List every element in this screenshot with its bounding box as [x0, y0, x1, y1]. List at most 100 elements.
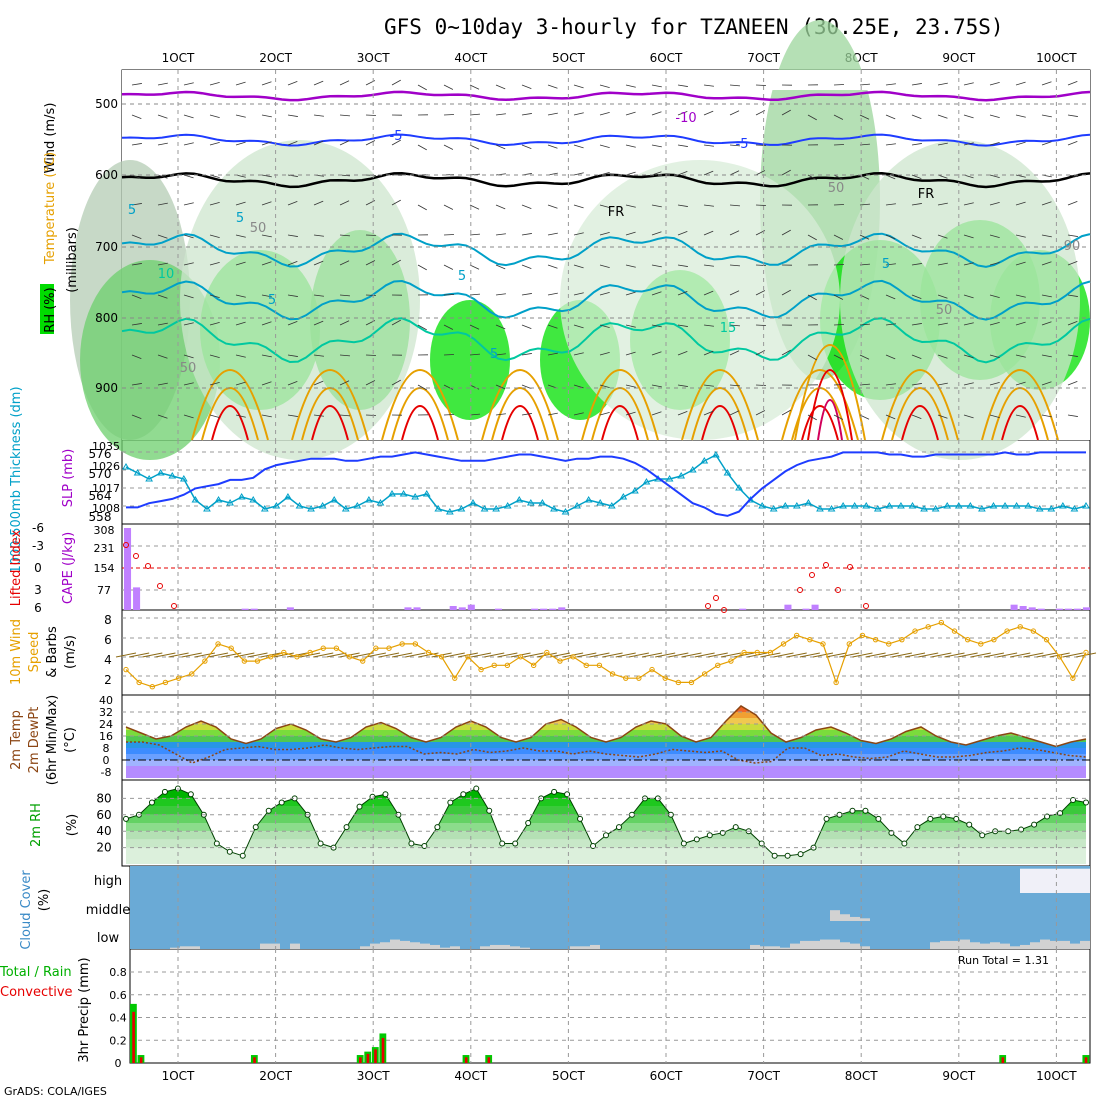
wind-barb: [703, 264, 714, 267]
wind-barb: [287, 201, 298, 206]
wind-barb: [911, 323, 922, 326]
temp-tick: 16: [99, 730, 113, 743]
cloud-bar: [1010, 946, 1020, 949]
wind-barb: [729, 410, 740, 416]
pressure-tick: 700: [95, 240, 118, 254]
wind-barb: [547, 84, 558, 89]
wind-barb: [885, 234, 896, 240]
thickness-point: [284, 493, 292, 500]
cloud-bar: [400, 940, 410, 949]
wind-barb: [963, 294, 974, 299]
wind-barb: [261, 294, 272, 298]
wind-barb: [651, 264, 662, 268]
slp-tick: 1026: [92, 460, 120, 473]
wind-barb: [313, 260, 324, 266]
wind-barb: [131, 143, 142, 146]
cape-tick: 77: [97, 584, 111, 597]
wind-barb: [729, 110, 740, 116]
cape-bar: [413, 607, 421, 610]
wind-barb: [444, 652, 465, 658]
cape-bar: [784, 604, 792, 610]
wind-barb: [157, 82, 168, 86]
wind-barb: [677, 411, 688, 416]
wind-barb: [157, 382, 168, 386]
wind-barb: [703, 204, 714, 207]
li-label: Lifted Index: [9, 529, 24, 606]
wind-speed-point: [557, 658, 563, 664]
wind-barb: [313, 200, 324, 206]
cape-bar: [241, 608, 249, 610]
thickness-tick: 576: [89, 447, 112, 461]
thickness-point: [1058, 502, 1067, 509]
precip-convective-bar: [253, 1057, 256, 1063]
thickness-point: [226, 499, 234, 506]
thickness-point: [538, 499, 547, 506]
wind-barb: [391, 379, 401, 386]
wind-barb: [1041, 141, 1052, 146]
wind-barb: [1067, 261, 1078, 266]
wind-speed-point: [530, 662, 537, 669]
wind-speed-point: [162, 679, 169, 686]
contour-label: -5: [390, 129, 403, 144]
wind-barb: [833, 144, 845, 146]
rh-point: [148, 799, 155, 806]
wind-barb: [931, 652, 952, 658]
wind-barb: [261, 201, 272, 206]
wind-barb: [599, 264, 610, 268]
cape-bar: [1028, 607, 1036, 610]
rh-tick: 80: [96, 791, 111, 805]
cape-bar: [458, 607, 466, 610]
wind-speed-point: [386, 645, 392, 651]
wind-speed-point: [846, 641, 852, 647]
wind-speed-point: [360, 658, 366, 664]
wind-barb: [209, 82, 220, 86]
thickness-tick: 570: [89, 467, 112, 481]
li-tick: -6: [32, 521, 44, 535]
rh-point: [628, 811, 635, 818]
cloud-bar: [940, 940, 950, 949]
cloud-bar: [1040, 939, 1050, 949]
thickness-point: [353, 502, 362, 509]
wind-barb: [703, 230, 714, 236]
wind-speed-point: [241, 658, 248, 664]
wind-barb: [885, 114, 896, 120]
contour-5: [121, 232, 1091, 268]
wind-barb: [1067, 414, 1078, 417]
wind-barb: [615, 652, 636, 658]
wind-barb: [339, 80, 350, 86]
wind-barb: [547, 144, 558, 149]
wind-barb: [911, 83, 922, 86]
wind-barb: [911, 114, 922, 119]
cape-bar: [467, 604, 475, 610]
cloud-bg: [130, 866, 1090, 949]
cloud-bar: [450, 946, 460, 949]
wind-barb: [235, 261, 246, 266]
cloud-unit: (%): [37, 889, 52, 912]
warm-contour: [691, 387, 749, 441]
wind-barb: [469, 144, 480, 150]
warm-contour: [981, 369, 1059, 441]
wind-barb: [209, 262, 220, 266]
wind-speed-point: [1070, 675, 1076, 681]
wind-barb: [495, 113, 506, 116]
rh-point: [356, 803, 363, 810]
thickness-point: [1070, 505, 1079, 512]
rh-point: [693, 836, 700, 843]
li-point: [835, 587, 841, 593]
wind-speed-point: [228, 645, 234, 651]
wind-label-3: & Barbs: [45, 626, 60, 678]
wind-barb: [799, 652, 820, 658]
li-point: [863, 603, 869, 609]
wind-barb: [885, 354, 896, 360]
wind-barb: [989, 414, 1000, 418]
cloud-bar: [1070, 943, 1080, 949]
wind-barb: [484, 652, 505, 658]
wind-barb: [443, 204, 454, 210]
wind-barb: [720, 652, 742, 658]
wind-barb: [1015, 234, 1026, 238]
wind-barb: [495, 173, 506, 176]
wind-barb: [495, 324, 506, 330]
rh-band: [126, 798, 1086, 807]
wind-speed-point: [964, 636, 971, 643]
precip-label-2: Convective: [0, 985, 73, 1000]
